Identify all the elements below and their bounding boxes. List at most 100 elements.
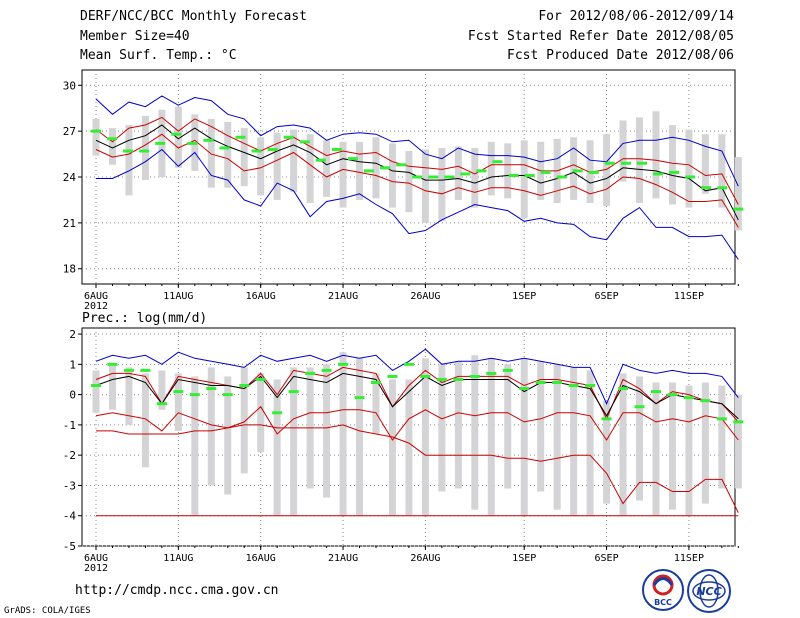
chart-title: DERF/NCC/BCC Monthly Forecast xyxy=(80,9,307,24)
spread-bar xyxy=(273,379,281,516)
spread-bar xyxy=(207,367,215,486)
spread-bar xyxy=(734,394,742,489)
spread-bar xyxy=(92,118,100,156)
y-tick-label: 18 xyxy=(63,263,76,276)
spread-bar xyxy=(158,370,166,410)
x-tick-year: 2012 xyxy=(84,563,108,574)
y-tick-label: 21 xyxy=(63,217,76,230)
spread-bar xyxy=(356,358,364,516)
spread-bar xyxy=(471,147,479,208)
bcc-logo-text: BCC xyxy=(654,598,672,607)
panel-title: Prec.: log(mm/d) xyxy=(82,311,207,326)
y-tick-label: -2 xyxy=(63,449,76,462)
spread-bar xyxy=(636,117,644,203)
spread-bar xyxy=(619,373,627,516)
x-tick-year: 2012 xyxy=(84,301,108,312)
series-line-p75 xyxy=(95,116,739,205)
spread-bar xyxy=(553,364,561,510)
spread-bar xyxy=(290,129,298,193)
spread-bar xyxy=(125,125,133,196)
spread-bar xyxy=(174,373,182,431)
spread-bar xyxy=(685,385,693,516)
spread-bar xyxy=(454,361,462,489)
spread-bar xyxy=(141,115,149,181)
spread-bar xyxy=(520,140,528,219)
bcc-logo: BCC xyxy=(642,569,684,611)
fcst-produced-date: Fcst Produced Date 2012/08/06 xyxy=(507,48,734,63)
spread-bar xyxy=(240,128,248,187)
fcst-started-date: Fcst Started Refer Date 2012/08/05 xyxy=(467,29,734,44)
spread-bar xyxy=(372,373,380,434)
spread-bar xyxy=(652,382,660,516)
spread-bar xyxy=(668,382,676,510)
spread-bar xyxy=(421,149,429,223)
spread-bar xyxy=(191,376,199,516)
spread-bar xyxy=(652,111,660,199)
spread-bar xyxy=(108,128,116,165)
y-tick-label: -3 xyxy=(63,479,76,492)
member-size: Member Size=40 xyxy=(80,29,190,44)
x-tick-label: 6AUG xyxy=(84,553,108,564)
spread-bar xyxy=(372,137,380,199)
spread-bar xyxy=(207,118,215,188)
spread-bar xyxy=(356,141,364,200)
spread-bar xyxy=(388,379,396,516)
series-line-mean xyxy=(95,372,739,420)
spread-bar xyxy=(323,364,331,498)
x-tick-label: 11AUG xyxy=(163,553,193,564)
y-tick-label: -4 xyxy=(63,510,77,523)
spread-bar xyxy=(586,370,594,516)
ncc-logo: NCC xyxy=(687,569,731,613)
spread-bar xyxy=(520,358,528,516)
x-tick-label: 16AUG xyxy=(246,553,276,564)
spread-bar xyxy=(141,373,149,468)
spread-bar xyxy=(273,132,281,200)
x-tick-label: 26AUG xyxy=(410,553,440,564)
y-tick-label: 24 xyxy=(63,171,77,184)
spread-bar xyxy=(323,140,331,197)
spread-bar xyxy=(718,385,726,489)
y-tick-label: 0 xyxy=(69,389,76,402)
x-tick-label: 21AUG xyxy=(328,553,358,564)
spread-bar xyxy=(570,137,578,200)
series-line-p25 xyxy=(95,133,739,228)
variable-label: Mean Surf. Temp.: °C xyxy=(80,48,237,63)
ncc-logo-text: NCC xyxy=(696,585,721,598)
spread-bar xyxy=(701,134,709,194)
spread-bar xyxy=(125,367,133,425)
x-tick-label: 11SEP xyxy=(674,553,704,564)
spread-bar xyxy=(504,364,512,489)
spread-bar xyxy=(174,106,182,168)
spread-bar xyxy=(570,367,578,516)
spread-bar xyxy=(701,382,709,504)
spread-bar xyxy=(487,358,495,516)
series-line-min xyxy=(96,148,739,260)
spread-bar xyxy=(471,355,479,510)
spread-bar xyxy=(718,134,726,208)
spread-bar xyxy=(224,121,232,188)
series-line-p75 xyxy=(95,366,739,423)
source-url[interactable]: http://cmdp.ncc.cma.gov.cn xyxy=(75,583,279,598)
spread-bar xyxy=(290,367,298,516)
spread-bar xyxy=(421,358,429,516)
spread-bar xyxy=(339,141,347,208)
spread-bar xyxy=(438,147,446,222)
spread-bar xyxy=(224,376,232,495)
series-line-max xyxy=(95,95,739,187)
spread-bar xyxy=(504,143,512,199)
spread-bar xyxy=(603,134,611,207)
spread-bar xyxy=(257,373,265,453)
spread-bar xyxy=(454,146,462,200)
x-tick-label: 6SEP xyxy=(595,553,619,564)
grads-credit: GrADS: COLA/IGES xyxy=(4,606,91,616)
spread-bar xyxy=(405,151,413,213)
y-tick-label: 27 xyxy=(63,125,76,138)
y-tick-label: 1 xyxy=(69,358,76,371)
forecast-range: For 2012/08/06-2012/09/14 xyxy=(538,9,734,24)
spread-bar xyxy=(405,379,413,516)
series-line-p25 xyxy=(95,405,739,441)
spread-bar xyxy=(619,120,627,182)
